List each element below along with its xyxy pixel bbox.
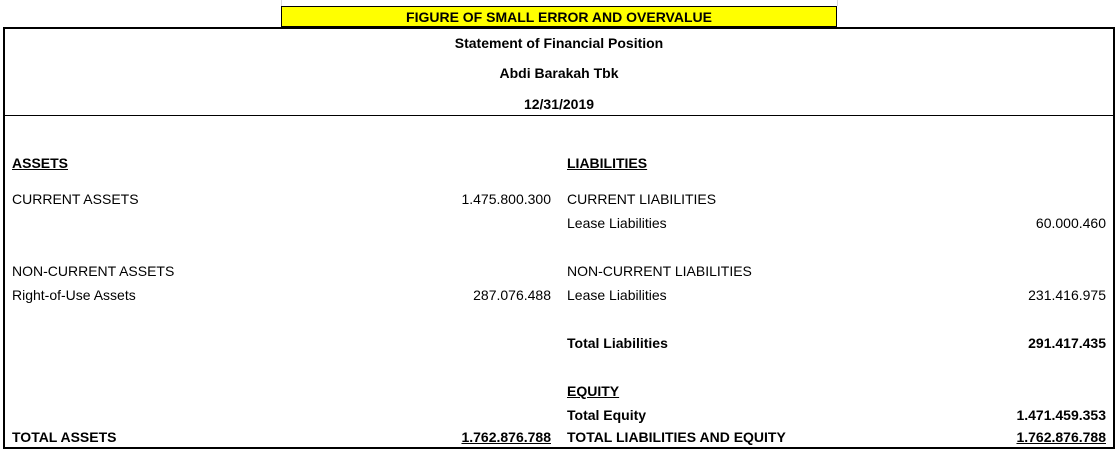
lease-liabilities-current-value: 60.000.460 <box>1035 215 1106 231</box>
current-assets-value: 1.475.800.300 <box>461 191 551 207</box>
total-assets-label: TOTAL ASSETS <box>12 429 117 445</box>
assets-heading: ASSETS <box>12 155 69 171</box>
company-name: Abdi Barakah Tbk <box>499 65 619 81</box>
total-liabilities-equity-value: 1.762.876.788 <box>1016 429 1106 445</box>
total-equity-label: Total Equity <box>567 407 647 423</box>
noncurrent-assets-label: NON-CURRENT ASSETS <box>12 263 175 279</box>
equity-heading: EQUITY <box>567 383 620 399</box>
total-liabilities-equity-label: TOTAL LIABILITIES AND EQUITY <box>567 429 786 445</box>
total-liabilities-value: 291.417.435 <box>1028 335 1106 351</box>
rou-assets-label: Right-of-Use Assets <box>12 287 136 303</box>
noncurrent-liabilities-label: NON-CURRENT LIABILITIES <box>567 263 752 279</box>
current-assets-label: CURRENT ASSETS <box>12 191 139 207</box>
current-liabilities-label: CURRENT LIABILITIES <box>567 191 717 207</box>
grid-line <box>281 0 282 6</box>
header-divider <box>5 115 1113 116</box>
rou-assets-value: 287.076.488 <box>473 287 551 303</box>
grid-line <box>837 0 838 6</box>
statement-date: 12/31/2019 <box>523 96 595 112</box>
total-liabilities-label: Total Liabilities <box>567 335 668 351</box>
liabilities-heading: LIABILITIES <box>567 155 648 171</box>
statement-box: Statement of Financial Position Abdi Bar… <box>3 27 1115 449</box>
figure-banner: FIGURE OF SMALL ERROR AND OVERVALUE <box>281 6 837 27</box>
lease-liabilities-noncurrent-label: Lease Liabilities <box>567 287 667 303</box>
total-equity-value: 1.471.459.353 <box>1016 407 1106 423</box>
total-assets-value: 1.762.876.788 <box>461 429 551 445</box>
lease-liabilities-noncurrent-value: 231.416.975 <box>1028 287 1106 303</box>
statement-title: Statement of Financial Position <box>454 35 664 51</box>
lease-liabilities-current-label: Lease Liabilities <box>567 215 667 231</box>
